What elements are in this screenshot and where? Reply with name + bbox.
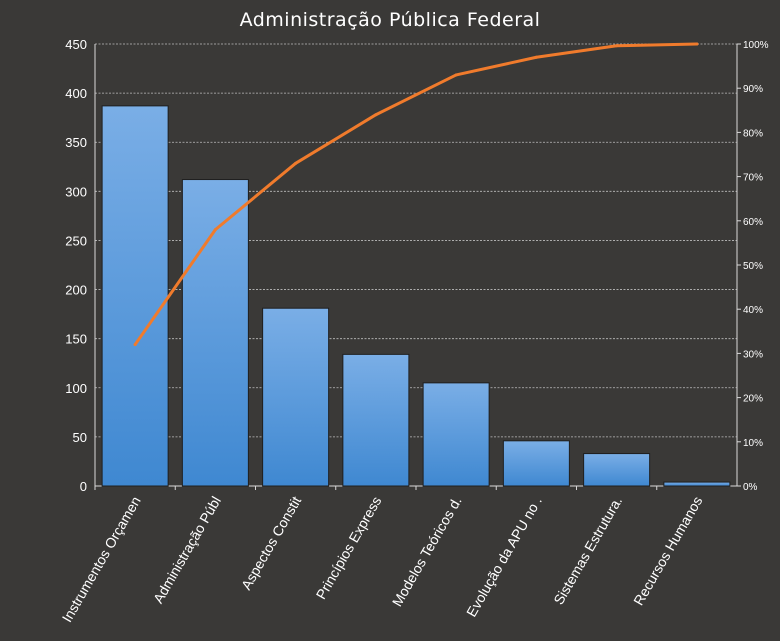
cumulative-point [133,343,137,347]
y2-tick-label: 90% [743,84,763,95]
y-tick-label: 150 [65,332,87,347]
y2-tick-label: 40% [743,305,763,316]
y2-tick-label: 80% [743,128,763,139]
bar [181,179,249,487]
x-tick-label: Instrumentos Orçamen [59,494,144,625]
bar [583,453,651,487]
bar [101,105,169,487]
right-axis-ticks: 0% 10% 20% 30% 40% 50% 60% 70% 80% 90% 100% [743,40,769,493]
y-tick-label: 300 [65,184,87,199]
x-tick-label: Aspectos Constit [238,493,304,592]
bar [502,440,570,487]
bar [342,353,410,487]
y2-tick-label: 0% [743,482,758,493]
cumulative-point [454,73,458,77]
cumulative-point [294,161,298,165]
cumulative-line [133,42,699,347]
x-tick-label: Evolução da APU no . [463,494,545,620]
y2-tick-label: 60% [743,217,763,228]
bar [663,481,731,487]
x-axis-ticks: Instrumentos Orçamen Administração Públ As… [59,493,706,624]
y-tick-label: 350 [65,135,87,150]
y2-tick-label: 20% [743,394,763,405]
left-axis-ticks: 0 50 100 150 200 250 300 350 400 450 [65,37,87,494]
x-tick-label: Modelos Teóricos d. [389,494,465,610]
cumulative-point [534,55,538,59]
bar [422,382,490,487]
x-tick-label: Administração Públ [150,494,224,606]
x-tick-label: Princípios Express [313,494,385,602]
y-tick-label: 400 [65,86,87,101]
y-tick-label: 0 [80,479,87,494]
cumulative-point [695,42,699,46]
x-tick-label: Sistemas Estrutura. [550,494,625,608]
cumulative-point [213,228,217,232]
x-tick-label: Recursos Humanos [630,494,705,608]
chart-title: Administração Pública Federal [239,9,541,31]
bar [262,307,330,487]
y-tick-label: 100 [65,381,87,396]
y2-tick-label: 70% [743,173,763,184]
y2-tick-label: 30% [743,349,763,360]
cumulative-point [374,113,378,117]
cumulative-line-path [133,42,699,347]
bars [101,105,731,487]
y2-tick-label: 10% [743,438,763,449]
y-tick-label: 450 [65,37,87,52]
y-tick-label: 200 [65,283,87,298]
y2-tick-label: 100% [743,40,769,51]
y-tick-label: 250 [65,233,87,248]
y-tick-label: 50 [73,430,87,445]
y2-tick-label: 50% [743,261,763,272]
cumulative-point [615,44,619,48]
